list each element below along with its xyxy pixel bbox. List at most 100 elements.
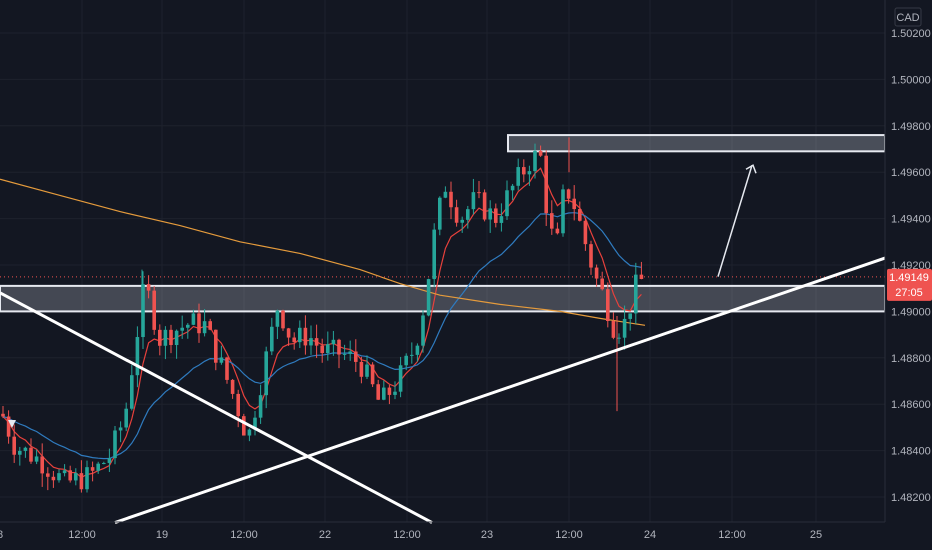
x-tick-label: 12:00 [230,529,258,541]
candle-down [606,289,610,322]
candle-up [471,192,476,210]
candle-up [634,274,638,314]
candle-up [404,355,408,366]
candle-up [365,364,369,377]
x-tick-label: 12:00 [68,529,96,541]
candle-down [46,473,50,477]
candle-up [258,395,263,418]
x-tick-label: 12:00 [718,529,746,541]
candle-down [482,192,487,220]
candle-down [79,473,84,490]
candle-up [34,456,39,462]
candle-up [124,408,128,428]
candle-up [247,429,252,436]
candle-down [494,208,498,223]
projection-arrow [717,165,753,277]
candle-down [449,191,453,208]
x-tick-label: 8 [0,529,3,541]
candle-down [522,167,526,175]
support-zone [0,284,886,313]
countdown-label: 27:05 [895,287,923,299]
candle-up [488,208,492,220]
candle-up [393,391,397,395]
candle-up [270,326,274,352]
candle-down [286,328,291,338]
candle-down [6,416,11,437]
candle-up [219,357,224,363]
candle-up [510,185,515,191]
candle-up [186,324,190,328]
candle-up [180,327,184,331]
candle-down [51,476,56,481]
candle-up [443,191,448,198]
candle-up [533,150,537,172]
candle-down [146,284,151,291]
candle-up [141,284,145,338]
candle-up [398,365,403,392]
ascending-trendline [114,256,886,524]
zones [0,134,886,313]
candle-up [202,321,207,334]
candle-down [359,361,364,377]
x-tick-label: 22 [319,529,331,541]
candle-up [342,353,347,355]
candle-down [230,379,235,394]
ema-slow-line [0,178,646,326]
y-tick-label: 1.48200 [891,492,931,504]
candle-up [527,171,532,175]
candle-down [477,192,481,194]
candle-up [516,167,520,186]
candle-down [578,209,582,221]
price-label: 1.49149 [889,272,929,284]
price-label-box [887,268,932,301]
candle-down [387,387,392,395]
candle-up [421,315,425,346]
candle-down [583,220,588,245]
candle-down [40,456,44,474]
candle-down [639,274,644,279]
y-tick-label: 1.49600 [891,167,931,179]
candle-up [499,216,504,223]
x-tick-label: 19 [156,529,168,541]
candle-up [432,229,436,280]
candle-up [18,450,22,455]
candle-up [102,462,106,464]
candle-up [85,467,89,490]
candle-down [303,327,308,346]
candles [1,137,644,493]
moving-averages [0,167,885,479]
marker-arrow [8,420,16,428]
candle-up [466,209,470,220]
candle-up [309,338,313,346]
candle-up [460,219,464,223]
candle-up [191,313,196,325]
candle-down [566,189,571,199]
candle-down [320,345,324,354]
candle-down [370,364,375,385]
candle-down [281,310,285,329]
candle-up [62,470,67,474]
candle-down [158,329,162,346]
candle-down [90,467,95,471]
candle-up [118,427,123,431]
candle-up [617,337,621,339]
y-tick-label: 1.49000 [891,306,931,318]
candle-down [314,338,319,346]
candle-up [135,337,140,376]
descending-trendline [0,291,433,524]
candle-down [292,337,296,343]
candle-up [331,339,336,345]
candle-down [454,207,459,223]
candle-up [113,430,117,459]
candle-down [225,357,229,380]
candle-up [415,345,420,355]
candle-up [264,351,268,396]
y-tick-label: 1.48400 [891,446,931,458]
candle-up [96,463,100,471]
candle-down [208,321,212,330]
candle-up [326,344,330,354]
candle-up [438,197,442,230]
y-tick-label: 1.48600 [891,399,931,411]
